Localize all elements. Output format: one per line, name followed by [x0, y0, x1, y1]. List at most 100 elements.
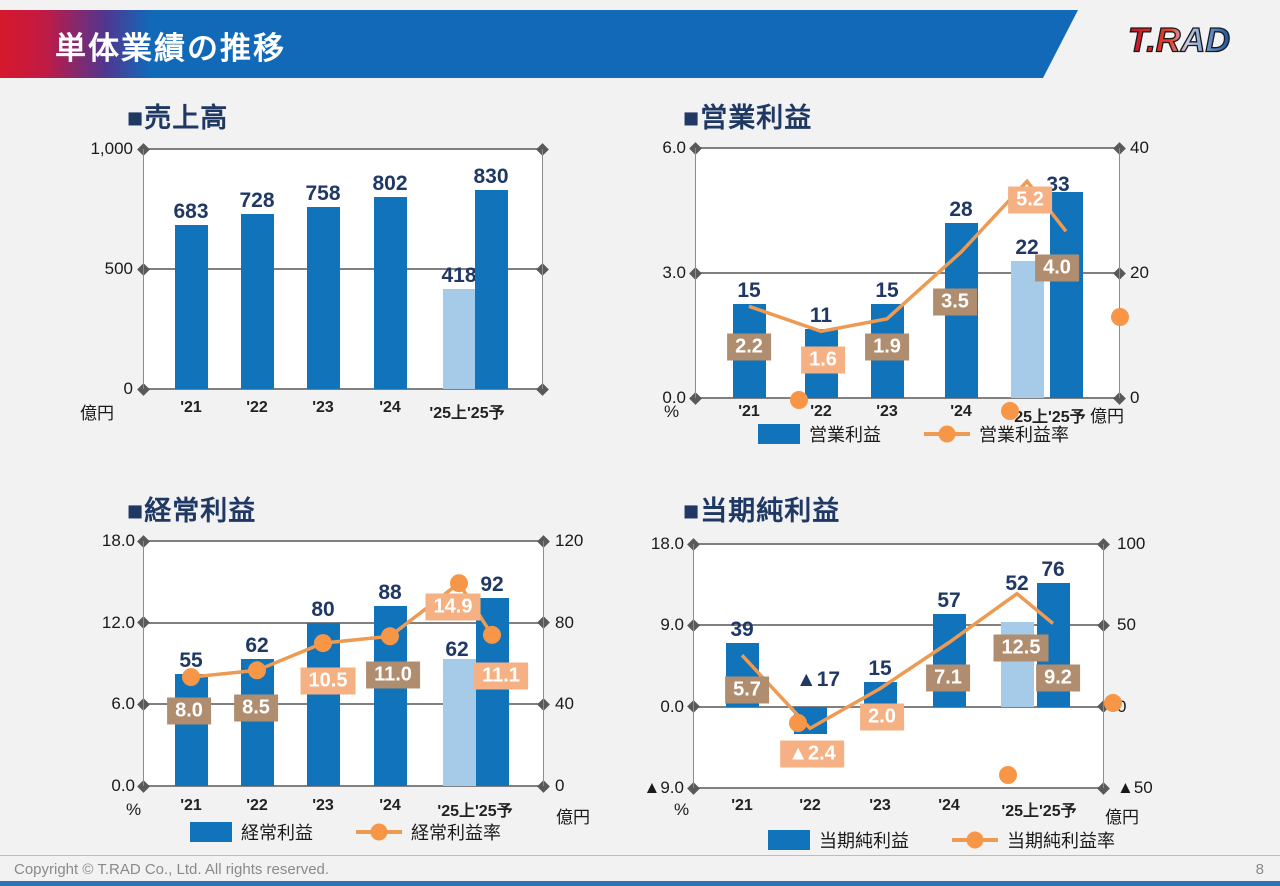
- chart-title-ordinary: ■経常利益: [127, 496, 257, 526]
- x-axis-label: '25上'25予: [1010, 409, 1086, 426]
- y-axis-tick-left: 500: [104, 259, 133, 278]
- x-axis-label: '23: [312, 797, 334, 814]
- legend-marker-dot-icon: [938, 425, 956, 443]
- bar-value-label: 88: [378, 581, 402, 605]
- y-axis-tick-left: 0.0: [660, 696, 684, 716]
- y-axis-tick-left: 0.0: [111, 776, 135, 795]
- bar-value-label: 802: [372, 171, 408, 195]
- gridline: [143, 268, 542, 270]
- legend-bar-swatch: [768, 830, 810, 850]
- bar-forecast-half: [442, 659, 476, 786]
- legend-line-label: 当期純利益率: [1007, 831, 1115, 851]
- bar: [793, 706, 827, 735]
- bar-value-label: 92: [480, 573, 504, 597]
- rate-value-label: 10.5: [300, 667, 356, 695]
- gridline: [143, 148, 542, 150]
- y-axis-tick-right: 20: [1130, 263, 1149, 282]
- y-axis-tick-left: 9.0: [660, 615, 684, 635]
- chart-title-netincome: ■当期純利益: [683, 496, 841, 526]
- rate-value-label: 5.2: [1008, 186, 1052, 214]
- x-axis-label: '24: [950, 403, 972, 420]
- plot-edge: [1119, 148, 1120, 398]
- gridline: [695, 397, 1119, 399]
- bar: [474, 189, 508, 389]
- x-axis-label: '25上'25予: [429, 405, 505, 422]
- legend-bar-swatch: [758, 424, 800, 444]
- bar-value-label: 15: [737, 279, 761, 303]
- unit-label: %: [674, 800, 690, 819]
- copyright-text: Copyright © T.RAD Co., Ltd. All rights r…: [14, 861, 330, 878]
- bar-value-label: 15: [875, 279, 899, 303]
- bar: [174, 673, 208, 786]
- gridline: [693, 543, 1103, 545]
- y-axis-tick-left: 0: [123, 379, 133, 398]
- rate-value-label: 1.6: [801, 346, 845, 374]
- rate-value-label: 14.9: [425, 593, 481, 621]
- x-axis-label: '23: [876, 403, 898, 420]
- gridline: [695, 147, 1119, 149]
- x-axis-label: '24: [379, 399, 401, 416]
- plot-edge: [695, 148, 696, 398]
- y-axis-tick-right: 100: [1117, 534, 1146, 553]
- bar: [373, 196, 407, 389]
- legend-line-marker: [952, 831, 998, 849]
- y-axis-tick-left: 18.0: [101, 531, 135, 550]
- gridline: [693, 787, 1103, 789]
- footer-accent-bar: [0, 881, 1280, 886]
- legend-ordinary: 経常利益 経常利益率: [190, 819, 501, 845]
- chart-title-sales: ■売上高: [127, 103, 229, 133]
- unit-label: 億円: [556, 808, 590, 827]
- bar-value-label: 57: [937, 588, 961, 612]
- bar: [932, 613, 966, 707]
- rate-value-label: 2.0: [860, 703, 904, 731]
- legend-marker-dot-icon: [370, 823, 388, 841]
- rate-value-label: 4.0: [1035, 254, 1079, 282]
- x-axis-label: '25上'25予: [1001, 803, 1077, 820]
- plot-edge: [143, 541, 144, 786]
- x-axis-label: '23: [869, 797, 891, 814]
- legend-bar-swatch: [190, 822, 232, 842]
- x-axis-label: '25上'25予: [437, 803, 513, 820]
- rate-value-label: 1.9: [865, 333, 909, 361]
- bar-value-label: 55: [179, 648, 203, 672]
- x-axis-label: '21: [731, 797, 753, 814]
- legend-netincome: 当期純利益 当期純利益率: [768, 827, 1115, 853]
- x-axis-label: '22: [246, 797, 268, 814]
- bar-value-label: 728: [239, 189, 275, 213]
- plot-edge: [542, 149, 543, 389]
- y-axis-tick-left: ▲9.0: [643, 778, 684, 797]
- chart-title-operating: ■営業利益: [683, 103, 813, 133]
- bar-value-label: 683: [173, 200, 209, 224]
- page-number: 8: [1255, 861, 1264, 878]
- y-axis-tick-right: 80: [555, 612, 574, 632]
- x-axis-label: '21: [180, 399, 202, 416]
- bar-value-label: 62: [245, 634, 269, 658]
- y-axis-tick-left: 1,000: [90, 139, 133, 158]
- y-axis-tick-left: 12.0: [101, 612, 135, 632]
- y-axis-tick-left: 0.0: [662, 388, 686, 407]
- bar-value-label: 62: [445, 638, 469, 661]
- y-axis-tick-right: 50: [1117, 615, 1136, 635]
- legend-bar-label: 営業利益: [809, 425, 881, 445]
- gridline: [143, 388, 542, 390]
- bar-value-label: ▲17: [795, 668, 841, 691]
- plot-edge: [693, 544, 694, 788]
- rate-value-label: 9.2: [1036, 664, 1080, 692]
- y-axis-tick-left: 18.0: [650, 534, 684, 553]
- bar: [240, 214, 274, 389]
- gridline: [143, 785, 543, 787]
- header-bar: 単体業績の推移: [0, 10, 1078, 78]
- bar: [306, 622, 340, 786]
- y-axis-tick-left: 6.0: [662, 138, 686, 157]
- bar-value-label: 39: [730, 618, 754, 642]
- unit-label: 億円: [80, 404, 114, 423]
- rate-value-label: 5.7: [725, 676, 769, 704]
- y-axis-tick-left: 3.0: [662, 263, 686, 282]
- bar-forecast-half: [442, 288, 476, 389]
- rate-value-label: 8.5: [234, 694, 278, 722]
- y-axis-tick-right: 0: [1117, 696, 1127, 716]
- bar: [475, 598, 509, 786]
- gridline: [143, 703, 543, 706]
- bar-value-label: 418: [441, 263, 477, 287]
- x-axis-label: '22: [799, 797, 821, 814]
